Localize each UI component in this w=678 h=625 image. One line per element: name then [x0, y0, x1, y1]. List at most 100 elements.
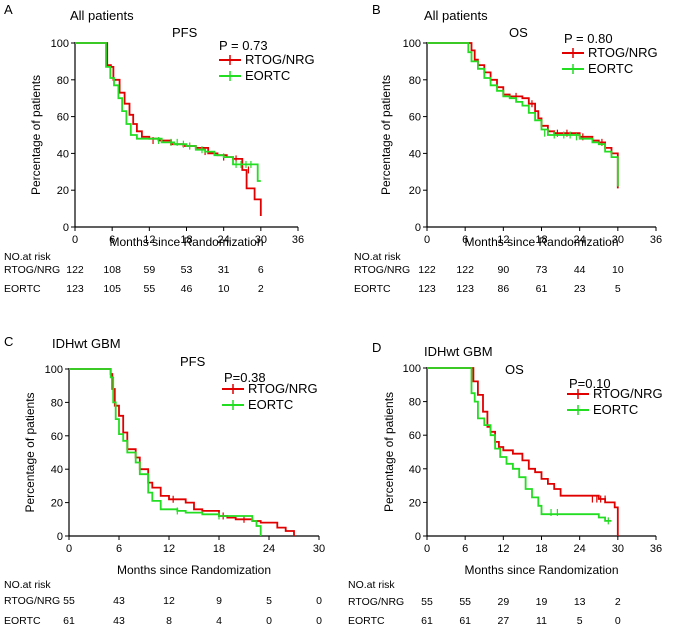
x-tick-label: 24	[574, 234, 586, 246]
p-value: P = 0.73	[219, 38, 268, 53]
panel-letter: B	[372, 2, 381, 17]
risk-value: 23	[574, 283, 586, 295]
y-tick-label: 0	[57, 531, 63, 543]
risk-value: 123	[418, 283, 436, 295]
risk-value: 6	[258, 264, 264, 276]
km-curve-rtog-nrg	[427, 367, 619, 536]
x-tick-label: 0	[72, 234, 78, 246]
risk-value: 9	[216, 595, 222, 607]
panel-subtitle: All patients	[70, 8, 134, 23]
risk-table-header: NO.at risk	[4, 579, 51, 591]
km-curve-eortc	[75, 42, 261, 182]
km-curve-eortc	[427, 367, 612, 522]
y-tick-label: 60	[57, 112, 69, 124]
p-value: P=0.10	[569, 376, 611, 391]
y-tick-label: 40	[409, 464, 421, 476]
y-tick-label: 100	[45, 364, 63, 376]
km-curve-eortc	[69, 368, 262, 536]
x-tick-label: 36	[292, 234, 304, 246]
risk-value: 2	[615, 596, 621, 608]
chart-title: OS	[505, 362, 524, 377]
chart-title: PFS	[180, 354, 206, 369]
y-tick-label: 60	[409, 112, 421, 124]
y-tick-label: 80	[57, 75, 69, 87]
risk-value: 46	[181, 283, 193, 295]
risk-value: 55	[143, 283, 155, 295]
risk-value: 61	[421, 615, 433, 625]
x-tick-label: 36	[650, 234, 662, 246]
panel-d: D IDHwt GBMOSP=0.10RTOG/NRGEORTC020406080…	[348, 340, 663, 625]
x-tick-label: 30	[612, 234, 624, 246]
legend-label: EORTC	[245, 68, 290, 83]
x-tick-label: 0	[424, 234, 430, 246]
x-tick-label: 24	[218, 234, 230, 246]
risk-value: 31	[218, 264, 230, 276]
risk-row-label: RTOG/NRG	[348, 596, 404, 608]
x-tick-label: 36	[650, 543, 662, 555]
legend-label: RTOG/NRG	[593, 386, 663, 401]
y-tick-label: 60	[409, 430, 421, 442]
y-tick-label: 0	[63, 222, 69, 234]
y-tick-label: 80	[409, 75, 421, 87]
risk-table-header: NO.at risk	[4, 251, 51, 263]
x-tick-label: 30	[255, 234, 267, 246]
y-tick-label: 20	[51, 498, 63, 510]
risk-row-label: RTOG/NRG	[4, 264, 60, 276]
y-tick-label: 20	[409, 185, 421, 197]
x-tick-label: 18	[535, 543, 547, 555]
risk-value: 0	[316, 595, 322, 607]
risk-value: 61	[63, 615, 75, 625]
y-tick-label: 40	[51, 464, 63, 476]
risk-row-label: EORTC	[4, 283, 41, 295]
risk-value: 4	[216, 615, 222, 625]
risk-value: 86	[497, 283, 509, 295]
legend-label: RTOG/NRG	[245, 52, 315, 67]
x-tick-label: 6	[116, 543, 122, 555]
risk-value: 55	[421, 596, 433, 608]
risk-value: 90	[497, 264, 509, 276]
risk-value: 10	[612, 264, 624, 276]
y-tick-label: 80	[51, 397, 63, 409]
y-tick-label: 100	[403, 38, 421, 50]
risk-value: 0	[266, 615, 272, 625]
x-tick-label: 12	[497, 234, 509, 246]
y-axis-label: Percentage of patients	[29, 75, 43, 195]
risk-value: 5	[615, 283, 621, 295]
y-axis-label: Percentage of patients	[23, 392, 37, 512]
panel-subtitle: IDHwt GBM	[52, 336, 121, 351]
risk-value: 61	[459, 615, 471, 625]
legend-label: RTOG/NRG	[248, 381, 318, 396]
risk-value: 43	[113, 595, 125, 607]
risk-value: 59	[143, 264, 155, 276]
risk-value: 2	[258, 283, 264, 295]
risk-value: 29	[497, 596, 509, 608]
risk-table-header: NO.at risk	[348, 579, 395, 591]
panel-letter: A	[4, 2, 13, 17]
x-tick-label: 12	[163, 543, 175, 555]
risk-value: 61	[536, 283, 548, 295]
y-tick-label: 100	[403, 363, 421, 375]
x-tick-label: 18	[180, 234, 192, 246]
panel-letter: C	[4, 334, 13, 349]
risk-value: 44	[574, 264, 586, 276]
risk-value: 10	[218, 283, 230, 295]
x-tick-label: 0	[424, 543, 430, 555]
risk-row-label: RTOG/NRG	[354, 264, 410, 276]
risk-value: 0	[615, 615, 621, 625]
risk-value: 53	[181, 264, 193, 276]
x-tick-label: 12	[143, 234, 155, 246]
risk-value: 122	[418, 264, 436, 276]
panel-subtitle: IDHwt GBM	[424, 344, 493, 359]
panel-subtitle: All patients	[424, 8, 488, 23]
risk-value: 19	[536, 596, 548, 608]
x-axis-label: Months since Randomization	[464, 235, 618, 249]
risk-value: 123	[456, 283, 474, 295]
x-tick-label: 24	[574, 543, 586, 555]
km-curve-eortc	[427, 42, 619, 187]
y-axis-label: Percentage of patients	[382, 392, 396, 512]
x-axis-label: Months since Randomization	[109, 235, 263, 249]
x-tick-label: 30	[313, 543, 325, 555]
p-value: P = 0.80	[564, 31, 613, 46]
